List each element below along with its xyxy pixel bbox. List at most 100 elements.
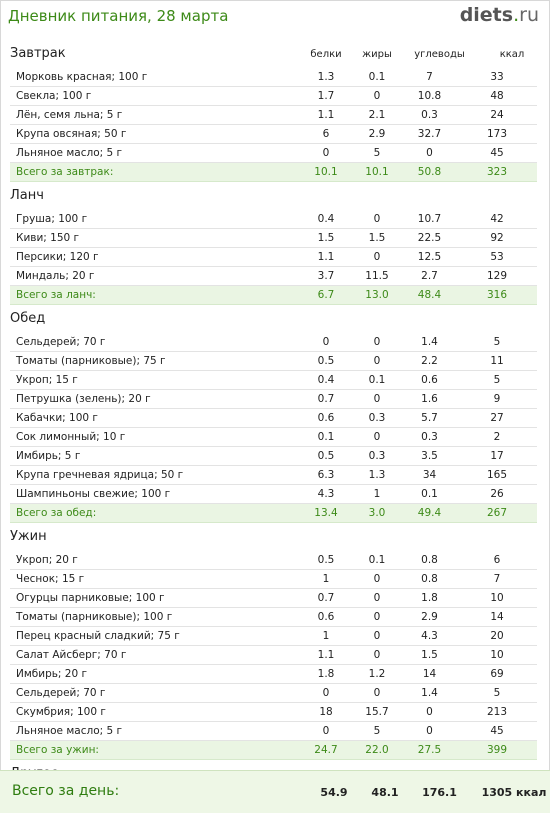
- food-row[interactable]: Льняное масло; 5 г 0 5 0 45: [10, 721, 537, 741]
- meal-table: Сельдерей; 70 г 0 0 1.4 5 Томаты (парниковые)…: [10, 333, 537, 523]
- food-protein: 0: [300, 721, 352, 741]
- food-name: Укроп; 20 г: [10, 551, 300, 570]
- food-fat: 15.7: [352, 702, 402, 722]
- food-carbs: 7: [402, 68, 457, 87]
- food-row[interactable]: Льняное масло; 5 г 0 5 0 45: [10, 143, 537, 163]
- food-row[interactable]: Киви; 150 г 1.5 1.5 22.5 92: [10, 228, 537, 248]
- food-name: Крупа овсяная; 50 г: [10, 124, 300, 144]
- logo-tld: ru: [519, 4, 539, 26]
- food-name: Миндаль; 20 г: [10, 266, 300, 286]
- food-kcal: 173: [457, 124, 537, 144]
- food-name: Петрушка (зелень); 20 г: [10, 389, 300, 409]
- food-name: Имбирь; 20 г: [10, 664, 300, 684]
- food-row[interactable]: Перец красный сладкий; 75 г 1 0 4.3 20: [10, 626, 537, 646]
- food-row[interactable]: Томаты (парниковые); 75 г 0.5 0 2.2 11: [10, 351, 537, 371]
- food-kcal: 5: [457, 370, 537, 390]
- food-fat: 2.1: [352, 105, 402, 125]
- food-fat: 5: [352, 721, 402, 741]
- food-row[interactable]: Свекла; 100 г 1.7 0 10.8 48: [10, 86, 537, 106]
- food-name: Персики; 120 г: [10, 247, 300, 267]
- food-fat: 0: [352, 210, 402, 229]
- food-row[interactable]: Укроп; 20 г 0.5 0.1 0.8 6: [10, 551, 537, 570]
- food-fat: 0: [352, 389, 402, 409]
- meal-table: Морковь красная; 100 г 1.3 0.1 7 33 Свекла; 1…: [10, 68, 537, 182]
- food-protein: 0: [300, 333, 352, 352]
- food-row[interactable]: Лён, семя льна; 5 г 1.1 2.1 0.3 24: [10, 105, 537, 125]
- food-kcal: 17: [457, 446, 537, 466]
- total-protein: 6.7: [300, 285, 352, 305]
- total-name: Всего за завтрак:: [10, 162, 300, 182]
- day-total-label: Всего за день:: [12, 783, 120, 799]
- food-fat: 1.2: [352, 664, 402, 684]
- food-protein: 6: [300, 124, 352, 144]
- food-row[interactable]: Персики; 120 г 1.1 0 12.5 53: [10, 247, 537, 267]
- total-carbs: 48.4: [402, 285, 457, 305]
- food-row[interactable]: Крупа овсяная; 50 г 6 2.9 32.7 173: [10, 124, 537, 144]
- total-kcal: 399: [457, 740, 537, 760]
- food-row[interactable]: Имбирь; 5 г 0.5 0.3 3.5 17: [10, 446, 537, 466]
- food-carbs: 2.9: [402, 607, 457, 627]
- food-protein: 1.3: [300, 68, 352, 87]
- food-protein: 0: [300, 683, 352, 703]
- food-row[interactable]: Томаты (парниковые); 100 г 0.6 0 2.9 14: [10, 607, 537, 627]
- logo-main: diets: [459, 4, 514, 26]
- food-fat: 0: [352, 645, 402, 665]
- food-row[interactable]: Шампиньоны свежие; 100 г 4.3 1 0.1 26: [10, 484, 537, 504]
- food-fat: 2.9: [352, 124, 402, 144]
- food-name: Киви; 150 г: [10, 228, 300, 248]
- section-title: Завтрак: [10, 46, 66, 61]
- total-kcal: 316: [457, 285, 537, 305]
- food-row[interactable]: Сельдерей; 70 г 0 0 1.4 5: [10, 333, 537, 352]
- food-kcal: 45: [457, 721, 537, 741]
- food-kcal: 92: [457, 228, 537, 248]
- food-row[interactable]: Сельдерей; 70 г 0 0 1.4 5: [10, 683, 537, 703]
- food-fat: 0: [352, 607, 402, 627]
- food-row[interactable]: Кабачки; 100 г 0.6 0.3 5.7 27: [10, 408, 537, 428]
- col-kcal: ккал: [499, 49, 525, 60]
- food-name: Чеснок; 15 г: [10, 569, 300, 589]
- food-protein: 0.1: [300, 427, 352, 447]
- food-kcal: 10: [457, 588, 537, 608]
- food-protein: 1.8: [300, 664, 352, 684]
- food-name: Льняное масло; 5 г: [10, 143, 300, 163]
- total-protein: 24.7: [300, 740, 352, 760]
- food-protein: 0.4: [300, 210, 352, 229]
- food-row[interactable]: Морковь красная; 100 г 1.3 0.1 7 33: [10, 68, 537, 87]
- food-protein: 3.7: [300, 266, 352, 286]
- food-carbs: 0.8: [402, 551, 457, 570]
- food-kcal: 24: [457, 105, 537, 125]
- food-row[interactable]: Сок лимонный; 10 г 0.1 0 0.3 2: [10, 427, 537, 447]
- food-carbs: 0.3: [402, 105, 457, 125]
- food-row[interactable]: Огурцы парниковые; 100 г 0.7 0 1.8 10: [10, 588, 537, 608]
- food-row[interactable]: Крупа гречневая ядрица; 50 г 6.3 1.3 34 165: [10, 465, 537, 485]
- food-protein: 0: [300, 143, 352, 163]
- food-carbs: 0.6: [402, 370, 457, 390]
- food-row[interactable]: Чеснок; 15 г 1 0 0.8 7: [10, 569, 537, 589]
- food-name: Крупа гречневая ядрица; 50 г: [10, 465, 300, 485]
- food-name: Морковь красная; 100 г: [10, 68, 300, 87]
- section-title: Ужин: [10, 529, 47, 544]
- food-row[interactable]: Скумбрия; 100 г 18 15.7 0 213: [10, 702, 537, 722]
- food-kcal: 27: [457, 408, 537, 428]
- food-row[interactable]: Миндаль; 20 г 3.7 11.5 2.7 129: [10, 266, 537, 286]
- site-logo[interactable]: diets.ru: [460, 4, 539, 26]
- food-protein: 1: [300, 569, 352, 589]
- food-row[interactable]: Салат Айсберг; 70 г 1.1 0 1.5 10: [10, 645, 537, 665]
- food-row[interactable]: Имбирь; 20 г 1.8 1.2 14 69: [10, 664, 537, 684]
- food-fat: 0.3: [352, 408, 402, 428]
- food-carbs: 1.4: [402, 333, 457, 352]
- food-protein: 6.3: [300, 465, 352, 485]
- food-name: Имбирь; 5 г: [10, 446, 300, 466]
- meal-table: Груша; 100 г 0.4 0 10.7 42 Киви; 150 г 1.5 1.5 2…: [10, 210, 537, 305]
- food-carbs: 1.6: [402, 389, 457, 409]
- food-carbs: 0.8: [402, 569, 457, 589]
- food-fat: 1.5: [352, 228, 402, 248]
- food-name: Сок лимонный; 10 г: [10, 427, 300, 447]
- total-kcal: 267: [457, 503, 537, 523]
- food-row[interactable]: Петрушка (зелень); 20 г 0.7 0 1.6 9: [10, 389, 537, 409]
- food-row[interactable]: Укроп; 15 г 0.4 0.1 0.6 5: [10, 370, 537, 390]
- total-name: Всего за обед:: [10, 503, 300, 523]
- food-row[interactable]: Груша; 100 г 0.4 0 10.7 42: [10, 210, 537, 229]
- meal-total-row: Всего за ланч: 6.7 13.0 48.4 316: [10, 285, 537, 305]
- food-protein: 0.7: [300, 389, 352, 409]
